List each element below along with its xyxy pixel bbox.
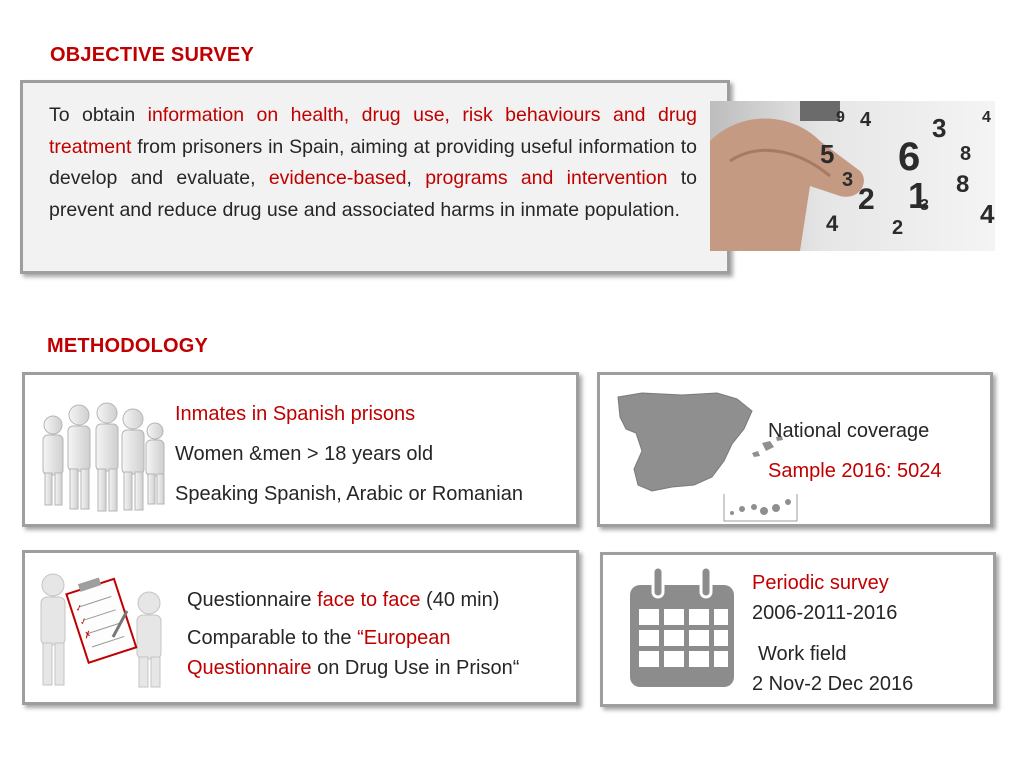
calendar-icon [630,565,734,687]
work-field-label: Work field [758,643,847,665]
objective-highlight: evidence-based [268,167,407,189]
photo-digit: 3 [842,169,854,191]
photo-digit: 4 [860,109,872,131]
spain-map-icon [617,392,798,522]
coverage-label: National coverage [768,420,930,442]
sample-size: Sample 2016: 5024 [768,460,942,482]
photo-digit: 5 [820,139,835,169]
coverage-box: National coverage Sample 2016: 5024 [597,372,993,527]
photo-digit: 8 [956,171,970,198]
objective-span: from prisoners in Spain, aiming at provi… [49,135,697,190]
questionnaire-name: Questionnaire on Drug Use in Prison“ [187,657,520,679]
population-box: Inmates in Spanish prisons Women &men > … [22,372,579,527]
objective-span: To obtain [49,104,148,126]
photo-digit: 1 [908,175,929,216]
svg-text:✓: ✓ [78,615,88,627]
objective-span: to prevent and reduce drug use and assoc… [49,167,698,221]
photo-digit: 6 [898,135,921,179]
photo-digit: 4 [982,109,991,126]
objective-highlight: programs and intervention [425,167,668,189]
photo-digit: 4 [826,211,839,236]
photo-digit: 9 [836,109,845,126]
population-age: Women &men > 18 years old [175,443,434,465]
photo-digit: 3 [932,113,947,143]
people-group-icon [42,402,165,512]
objective-box: To obtain information on health, drug us… [20,80,730,274]
population-title: Inmates in Spanish prisons [175,403,416,425]
photo-digit: 2 [858,183,875,216]
methodology-heading: METHODOLOGY [47,335,209,357]
svg-text:✗: ✗ [83,629,93,641]
comparable-line: Comparable to the “European [187,627,451,649]
photo-digit: 3 [920,197,929,214]
photo-digit: 4 [980,199,995,229]
work-field-dates: 2 Nov-2 Dec 2016 [752,673,914,695]
periodic-title: Periodic survey [752,572,889,594]
hand-image [710,101,864,251]
objective-heading: OBJECTIVE SURVEY [50,44,255,66]
objective-highlight: information on health, drug use, risk be… [49,104,697,158]
periodic-years: 2006-2011-2016 [752,602,898,624]
svg-text:✓: ✓ [74,602,84,614]
photo-digit: 8 [960,143,972,165]
questionnaire-mode: Questionnaire face to face (40 min) [187,589,500,611]
photo-digit: 2 [892,217,904,239]
population-languages: Speaking Spanish, Arabic or Romanian [175,483,523,505]
objective-text: To obtain information on health, drug us… [49,100,697,226]
periodic-box: Periodic survey 2006-2011-2016 Work fiel… [600,552,996,707]
clipboard-checklist-icon: ✓ ✓ ✗ [40,573,162,688]
questionnaire-box: ✓ ✓ ✗ Questionnaire face to face (40 min… [22,550,579,705]
objective-span: , [406,167,426,189]
